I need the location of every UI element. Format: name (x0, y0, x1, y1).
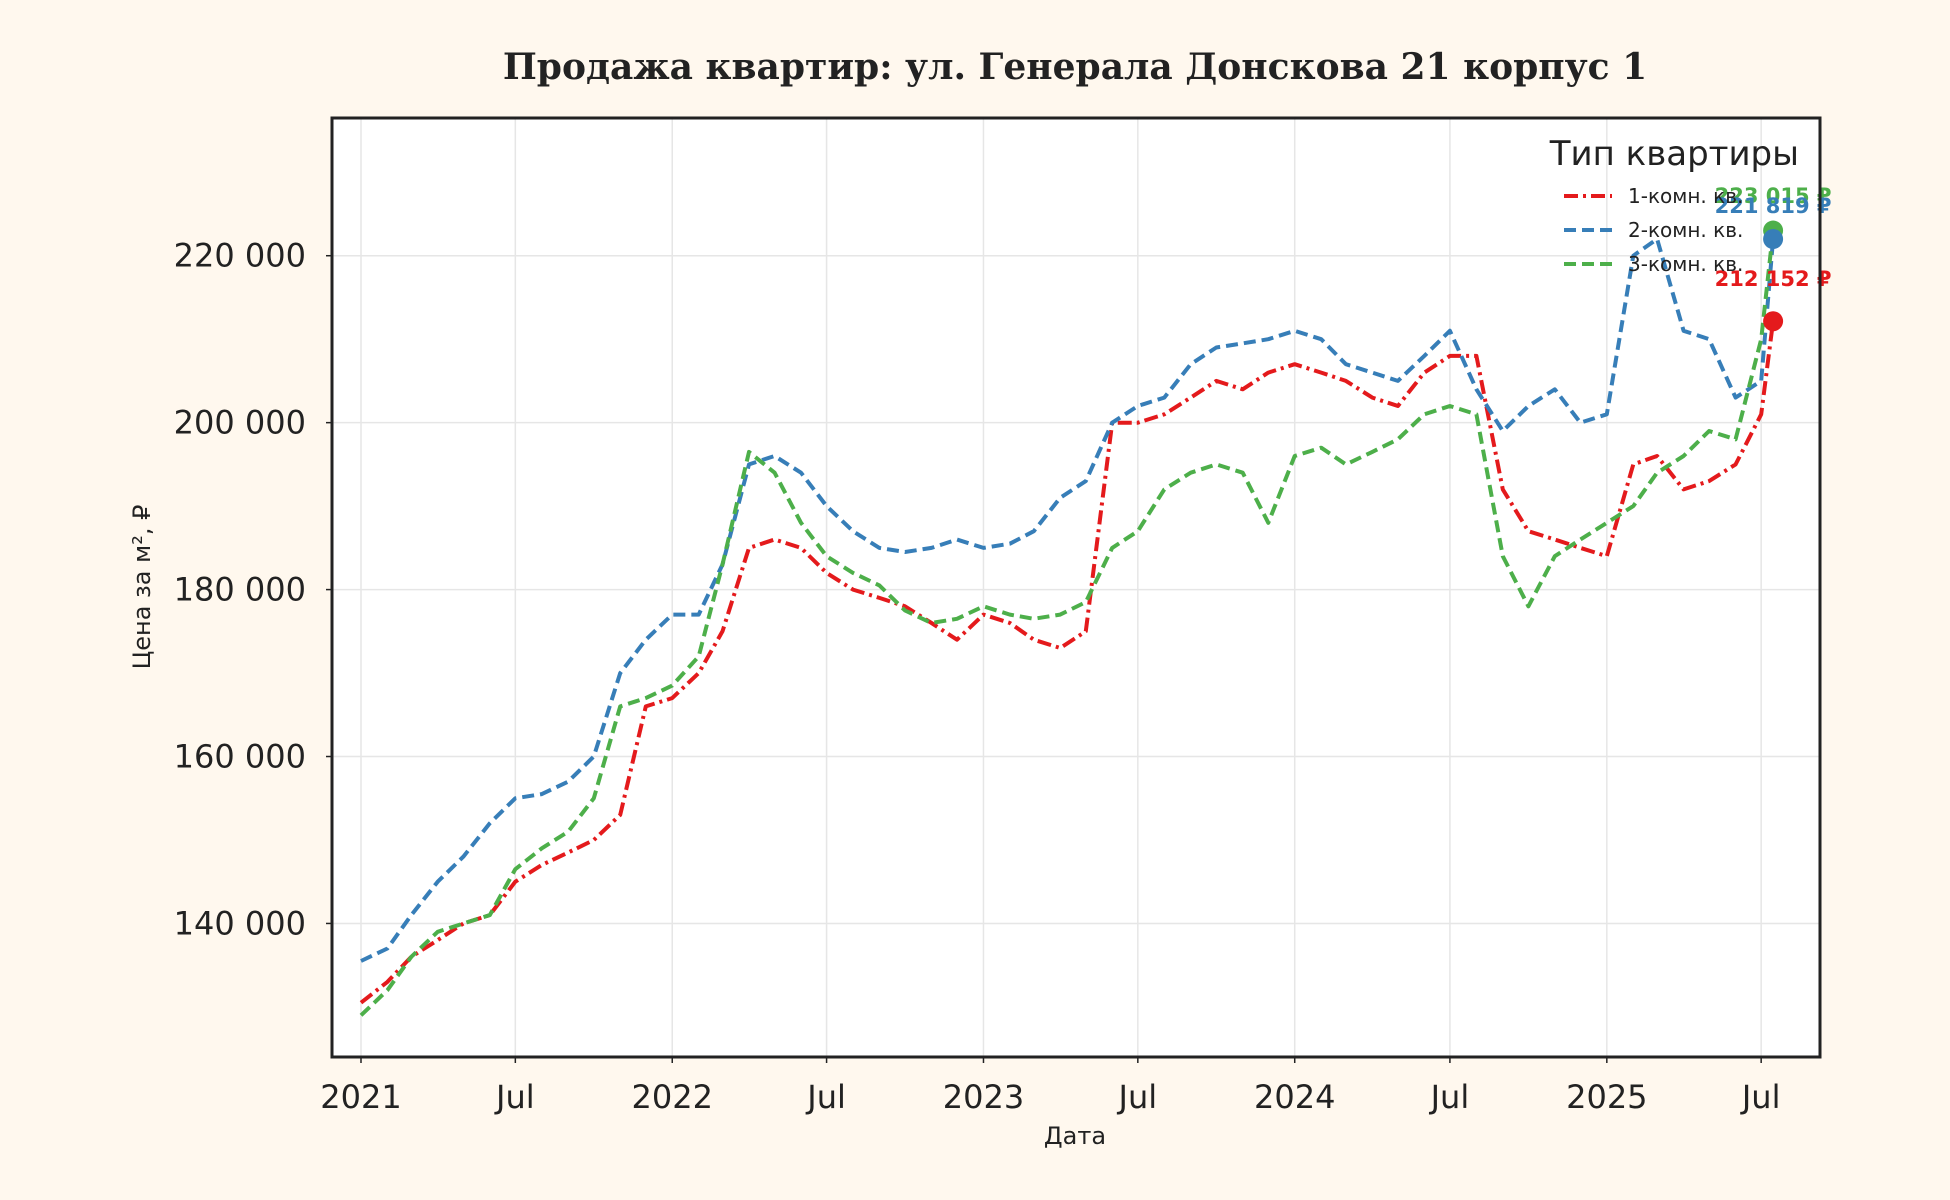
x-tick-label: 2025 (1566, 1078, 1647, 1116)
series-line-3 (359, 230, 1776, 1017)
y-tick-label: 140 000 (174, 904, 306, 942)
x-axis-ticks: 2021 Jul 2022 Jul 2023 Jul 2024 Jul 2025 Jul (320, 1057, 1780, 1116)
y-tick-label: 180 000 (174, 571, 306, 609)
series-line-2 (360, 237, 1776, 963)
chart-title: Продажа квартир: ул. Генерала Донскова 2… (503, 46, 1647, 88)
series-line-1 (359, 320, 1776, 1005)
endpoint-value-label: 212 152 ₽ (1715, 267, 1832, 291)
x-tick-label: Jul (494, 1078, 535, 1116)
x-tick-label: Jul (805, 1078, 846, 1116)
x-tick-label: 2022 (632, 1078, 713, 1116)
plot-area (332, 118, 1820, 1057)
legend-title: Тип квартиры (1549, 134, 1799, 174)
legend-entry: 3-комн. кв. (1628, 252, 1743, 276)
legend-entry: 2-комн. кв. (1628, 218, 1743, 242)
x-tick-label: Jul (1740, 1078, 1781, 1116)
x-tick-label: 2023 (943, 1078, 1024, 1116)
endpoint-marker (1763, 229, 1784, 250)
legend: Тип квартиры 1-комн. кв. 2-комн. кв. 3-ком… (1549, 134, 1799, 276)
x-tick-label: Jul (1117, 1078, 1158, 1116)
y-tick-label: 200 000 (174, 404, 306, 442)
endpoint-layer: 223 015 ₽221 819 ₽ 212 152 ₽ (1715, 184, 1832, 332)
plot-frame (330, 116, 1822, 1059)
x-axis-label: Дата (1044, 1122, 1106, 1150)
legend-entry: 1-комн. кв. (1628, 184, 1743, 208)
endpoint-value-label: 221 819 ₽ (1715, 194, 1832, 218)
y-tick-label: 220 000 (174, 237, 306, 275)
y-axis-ticks: 140 000 160 000 180 000 200 000 220 000 (174, 237, 332, 942)
endpoint-marker (1763, 311, 1784, 332)
x-tick-label: 2021 (320, 1078, 401, 1116)
y-tick-label: 160 000 (174, 738, 306, 776)
x-tick-label: 2024 (1254, 1078, 1335, 1116)
y-axis-label: Цена за м², ₽ (128, 505, 156, 670)
x-tick-label: Jul (1429, 1078, 1470, 1116)
grid (332, 118, 1820, 1057)
series-layer (359, 230, 1776, 1017)
endpoint-value-label: 223 015 ₽ (1715, 184, 1832, 208)
